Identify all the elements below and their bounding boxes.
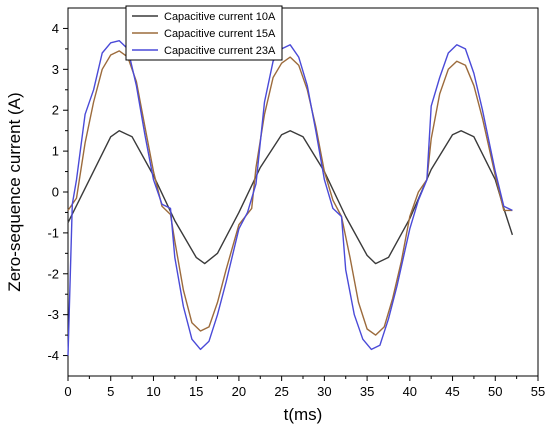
y-tick-label: 2 xyxy=(52,103,59,118)
legend: Capacitive current 10A Capacitive current… xyxy=(125,5,283,61)
legend-label: Capacitive current 23A xyxy=(164,45,276,57)
x-tick-label: 0 xyxy=(64,384,71,399)
y-tick-label: -1 xyxy=(47,225,59,240)
legend-label: Capacitive current 10A xyxy=(164,11,276,23)
y-tick-label: -4 xyxy=(47,348,59,363)
y-tick-label: -3 xyxy=(47,307,59,322)
y-tick-label: 4 xyxy=(52,21,59,36)
y-tick-label: 3 xyxy=(52,62,59,77)
series-line-3 xyxy=(67,40,513,356)
series-line-1 xyxy=(67,130,514,265)
x-tick-label: 5 xyxy=(107,384,114,399)
x-tick-label: 50 xyxy=(488,384,502,399)
x-tick-label: 30 xyxy=(317,384,331,399)
x-axis-label: t(ms) xyxy=(284,405,323,424)
x-axis-ticks: 0 5 10 15 20 25 30 35 40 45 50 55 xyxy=(64,376,545,399)
legend-label: Capacitive current 15A xyxy=(164,28,276,40)
x-tick-label: 20 xyxy=(232,384,246,399)
x-tick-label: 15 xyxy=(189,384,203,399)
x-tick-label: 25 xyxy=(274,384,288,399)
x-tick-label: 35 xyxy=(360,384,374,399)
x-tick-label: 40 xyxy=(403,384,417,399)
y-axis-ticks: -4 -3 -2 -1 0 1 2 3 4 xyxy=(47,21,68,363)
x-tick-label: 10 xyxy=(146,384,160,399)
x-tick-label: 55 xyxy=(531,384,545,399)
y-tick-label: 1 xyxy=(52,144,59,159)
y-tick-label: 0 xyxy=(52,185,59,200)
y-tick-label: -2 xyxy=(47,266,59,281)
series-line-2 xyxy=(67,50,513,336)
x-tick-label: 45 xyxy=(445,384,459,399)
y-axis-label: Zero-sequence current (A) xyxy=(5,92,24,291)
series-layer xyxy=(67,40,514,356)
